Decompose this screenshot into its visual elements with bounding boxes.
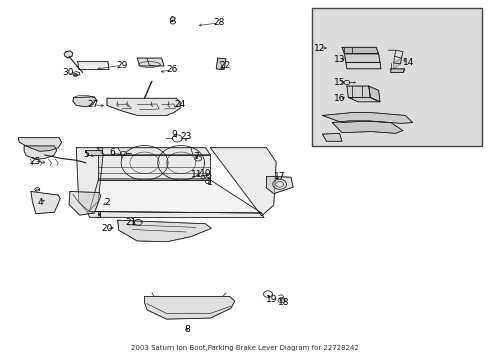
Text: 4: 4 (38, 198, 43, 207)
Text: 17: 17 (273, 172, 285, 181)
Text: 20: 20 (101, 224, 112, 233)
Polygon shape (69, 192, 101, 215)
Polygon shape (170, 17, 175, 22)
Text: 30: 30 (62, 68, 74, 77)
Text: 18: 18 (277, 298, 289, 307)
Text: 7: 7 (192, 152, 198, 161)
Polygon shape (64, 51, 73, 58)
Bar (311, 8, 482, 146)
Polygon shape (331, 121, 402, 134)
Text: 26: 26 (166, 65, 178, 74)
Polygon shape (210, 148, 276, 216)
Polygon shape (97, 148, 210, 155)
Polygon shape (341, 47, 378, 54)
Text: 27: 27 (87, 100, 99, 109)
Text: 9: 9 (171, 130, 177, 139)
Polygon shape (31, 192, 60, 214)
Polygon shape (390, 69, 404, 72)
Polygon shape (322, 134, 341, 141)
Text: 3: 3 (95, 211, 101, 220)
Text: 21: 21 (125, 218, 137, 227)
Text: 19: 19 (265, 294, 277, 303)
Polygon shape (368, 86, 379, 102)
Text: 13: 13 (333, 55, 345, 64)
Polygon shape (86, 150, 103, 156)
Text: 11: 11 (191, 170, 202, 179)
Text: 29: 29 (116, 61, 127, 70)
Text: 12: 12 (314, 44, 325, 53)
Text: 1: 1 (206, 178, 212, 187)
Polygon shape (345, 62, 380, 69)
Text: 23: 23 (180, 132, 191, 141)
Text: 8: 8 (183, 325, 189, 334)
Polygon shape (393, 58, 401, 69)
Polygon shape (98, 155, 210, 180)
Polygon shape (118, 220, 211, 242)
Polygon shape (216, 58, 225, 69)
Text: 5: 5 (83, 150, 89, 159)
Text: 16: 16 (334, 94, 345, 103)
Polygon shape (78, 62, 109, 69)
Polygon shape (344, 54, 379, 62)
Polygon shape (76, 148, 103, 212)
Polygon shape (89, 180, 261, 213)
Text: 15: 15 (334, 78, 345, 87)
Text: 28: 28 (213, 18, 224, 27)
Polygon shape (107, 98, 180, 116)
Text: 24: 24 (174, 100, 185, 109)
Text: 22: 22 (219, 61, 230, 70)
Text: 6: 6 (109, 148, 115, 157)
Polygon shape (73, 97, 96, 107)
Polygon shape (346, 86, 369, 98)
Text: 2: 2 (104, 198, 110, 207)
Polygon shape (24, 146, 57, 159)
Polygon shape (18, 138, 61, 151)
Text: 2003 Saturn Ion Boot,Parking Brake Lever Diagram for 22728242: 2003 Saturn Ion Boot,Parking Brake Lever… (130, 345, 358, 351)
Polygon shape (87, 212, 264, 218)
Polygon shape (266, 176, 293, 194)
Polygon shape (137, 58, 163, 66)
Polygon shape (347, 98, 379, 102)
Polygon shape (322, 113, 412, 123)
Text: 25: 25 (29, 157, 41, 166)
Polygon shape (144, 297, 234, 319)
Text: 14: 14 (402, 58, 413, 67)
Text: 10: 10 (199, 169, 211, 178)
